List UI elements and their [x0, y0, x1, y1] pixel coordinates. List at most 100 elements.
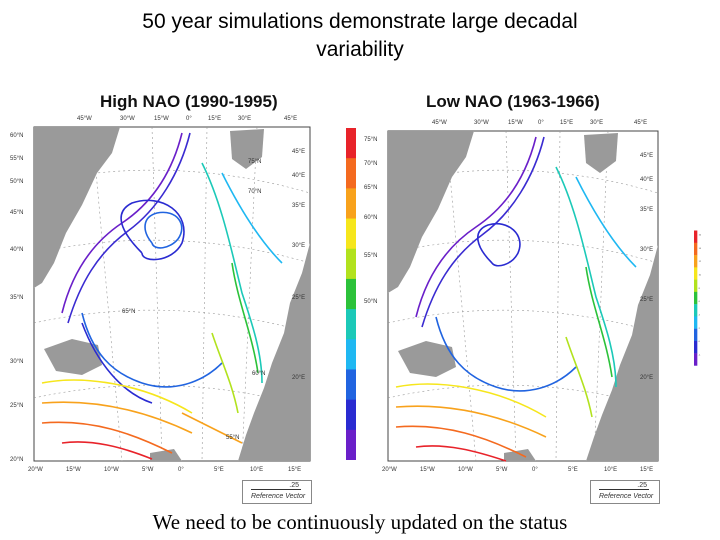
slide-title-line1: 50 year simulations demonstrate large de…	[142, 10, 578, 33]
right-colorbar-tick: 2	[699, 328, 701, 330]
left-bottom-lon-0: 20°W	[28, 467, 43, 473]
left-top-lon-1: 30°W	[120, 116, 135, 122]
right-bottom-lon-2: 10°W	[458, 467, 473, 473]
left-bottom-lon-labels: 20°W 15°W 10°W 5°W 0° 5°E 10°E 15°E	[28, 467, 301, 473]
right-bottom-lon-5: 5°E	[568, 467, 578, 473]
left-cb-rects-segment	[346, 218, 356, 250]
left-top-lon-4: 15°E	[208, 116, 221, 122]
right-lat-3: 60°N	[364, 215, 377, 221]
right-right-lon-4: 25°E	[640, 297, 653, 303]
left-right-lon-labels: 45°E 40°E 35°E 30°E 25°E 20°E	[292, 149, 305, 381]
right-greenland	[388, 131, 474, 293]
right-cb-rects-segment	[694, 230, 698, 243]
left-lat-0: 60°N	[10, 133, 23, 139]
right-cb-rects-segment	[694, 279, 698, 293]
right-lat-1: 70°N	[364, 161, 377, 167]
right-colorbar-tick: 8	[699, 288, 701, 290]
right-lat-5: 50°N	[364, 299, 377, 305]
left-bottom-lon-4: 0°	[178, 467, 184, 473]
left-greenland	[34, 127, 120, 288]
right-graticule	[387, 130, 659, 462]
right-streamlines	[395, 136, 637, 462]
left-bottom-lon-6: 10°E	[250, 467, 263, 473]
left-top-lon-5: 30°E	[238, 116, 251, 122]
left-reference-label: Reference Vector	[251, 493, 306, 500]
left-cb-rects-segment	[346, 188, 356, 220]
right-bottom-lon-3: 5°W	[496, 467, 508, 473]
left-right-lon-4: 25°E	[292, 295, 305, 301]
right-colorbar-tick: 0	[699, 341, 701, 343]
right-colorbar-tick: 6	[699, 301, 701, 303]
left-faroe	[150, 449, 182, 461]
left-bottom-lon-5: 5°E	[214, 467, 224, 473]
right-lat-4: 55°N	[364, 253, 377, 259]
right-cb-rects-segment	[694, 304, 698, 317]
left-cb-rects-segment	[346, 429, 356, 460]
left-right-lon-1: 40°E	[292, 173, 305, 179]
left-top-lon-0: 45°W	[77, 116, 92, 122]
right-colorbar-tick: 10	[699, 275, 702, 277]
left-lat-4: 40°N	[10, 247, 23, 253]
left-lat-2: 50°N	[10, 179, 23, 185]
right-norway	[586, 245, 658, 461]
right-colorbar-tick: -1	[699, 355, 702, 357]
right-faroe	[504, 449, 536, 461]
right-cb-rects-segment	[694, 242, 698, 256]
right-cb-rects-segment	[694, 291, 698, 305]
left-lat-8: 20°N	[10, 457, 23, 463]
right-right-lon-labels: 45°E 40°E 35°E 30°E 25°E 20°E	[640, 153, 653, 381]
right-top-lon-3: 0°	[538, 120, 544, 126]
left-svalbard	[230, 129, 264, 169]
right-cb-rects-segment	[694, 255, 698, 268]
left-lat-labels: 60°N 55°N 50°N 45°N 40°N 35°N 30°N 25°N …	[10, 133, 23, 463]
left-lat-6: 30°N	[10, 359, 23, 365]
right-reference-vector: .25 Reference Vector	[590, 480, 660, 504]
right-lat-2: 65°N	[364, 185, 377, 191]
right-colorbar-tick: 14	[699, 248, 702, 250]
left-reference-arrow	[251, 489, 301, 490]
left-bottom-lon-2: 10°W	[104, 467, 119, 473]
right-cb-rects-segment	[694, 316, 698, 329]
right-top-lon-6: 45°E	[634, 120, 647, 126]
left-cb-rects-segment	[346, 158, 356, 189]
left-lat-3: 45°N	[10, 210, 23, 216]
right-top-lon-1: 30°W	[474, 120, 489, 126]
right-reference-value: .25	[637, 482, 647, 489]
left-cb-rects-segment	[346, 369, 356, 401]
right-bottom-lon-6: 10°E	[604, 467, 617, 473]
right-cb-rects-segment	[694, 328, 698, 342]
right-cb-rects-segment	[694, 267, 698, 280]
right-right-lon-5: 20°E	[640, 375, 653, 381]
left-cb-rects-segment	[346, 399, 356, 431]
left-streamlines	[41, 132, 283, 460]
right-top-lon-0: 45°W	[432, 120, 447, 126]
left-lat-5: 35°N	[10, 295, 23, 301]
right-reference-arrow	[599, 489, 649, 490]
left-inner-lat-3: 60°N	[252, 371, 265, 377]
left-right-lon-2: 35°E	[292, 203, 305, 209]
right-bottom-lon-1: 15°W	[420, 467, 435, 473]
left-lat-7: 25°N	[10, 403, 23, 409]
left-inner-lat-0: 75°N	[248, 159, 261, 165]
left-inner-lat-4: 55°N	[226, 435, 239, 441]
slide-footer: We need to be continuously updated on th…	[152, 510, 568, 534]
left-top-lon-2: 15°W	[154, 116, 169, 122]
left-reference-value: .25	[289, 482, 299, 489]
left-cb-rects-segment	[346, 278, 356, 310]
left-top-lon-labels: 45°W 30°W 15°W 0° 15°E 30°E 45°E	[77, 116, 297, 122]
left-top-lon-3: 0°	[186, 116, 192, 122]
left-colorbar	[346, 128, 356, 460]
right-top-lon-5: 30°E	[590, 120, 603, 126]
right-cb-rects-segment	[694, 353, 698, 366]
right-colorbar: 16 14 12 10 8 6 4 2 0 -1	[694, 230, 702, 366]
slide-title: 50 year simulations demonstrate large de…	[0, 8, 720, 64]
right-colorbar-tick: 12	[699, 261, 702, 263]
left-bottom-lon-1: 15°W	[66, 467, 81, 473]
left-cb-rects-segment	[346, 339, 356, 370]
left-panel-label: High NAO (1990-1995)	[100, 92, 278, 111]
right-right-lon-0: 45°E	[640, 153, 653, 159]
left-inner-lat-2: 65°N	[122, 309, 135, 315]
left-cb-rects-segment	[346, 128, 356, 159]
right-lat-0: 75°N	[364, 137, 377, 143]
right-bottom-lon-4: 0°	[532, 467, 538, 473]
